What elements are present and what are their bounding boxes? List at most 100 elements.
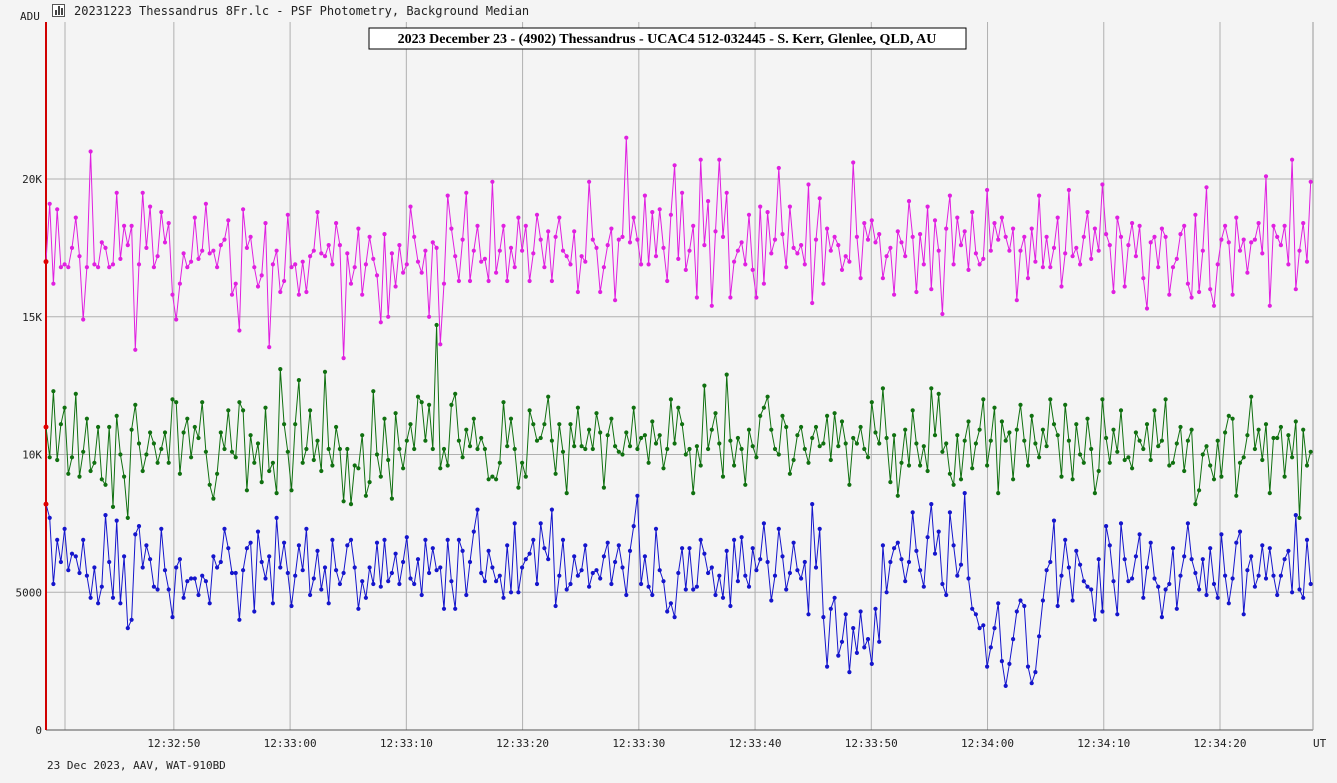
data-point: [691, 587, 696, 592]
data-point: [55, 457, 60, 463]
data-point: [1040, 265, 1045, 270]
data-point: [289, 488, 294, 493]
data-point: [77, 254, 82, 259]
data-point: [709, 303, 714, 308]
data-point: [505, 444, 510, 449]
data-point: [196, 592, 201, 598]
data-point: [200, 248, 205, 253]
data-point: [92, 565, 97, 570]
y-tick-label: 0: [35, 724, 42, 737]
data-point: [162, 568, 168, 573]
data-point: [438, 466, 443, 471]
data-point: [427, 402, 432, 407]
data-point: [951, 482, 956, 487]
data-point: [159, 210, 164, 215]
data-point: [851, 160, 856, 165]
data-point: [1282, 557, 1287, 562]
data-point: [378, 320, 383, 325]
data-point: [192, 576, 197, 581]
data-point: [449, 226, 454, 231]
data-point: [735, 248, 741, 253]
data-point: [977, 427, 982, 432]
data-point: [207, 251, 212, 256]
data-point: [613, 298, 618, 303]
data-point: [233, 570, 238, 576]
data-point: [869, 218, 874, 223]
data-point: [371, 389, 376, 394]
data-point: [1089, 587, 1094, 592]
data-point: [888, 559, 893, 565]
data-point: [360, 579, 365, 584]
data-point: [84, 416, 89, 421]
data-point: [839, 639, 845, 644]
data-point: [326, 601, 331, 606]
data-point: [1074, 245, 1079, 250]
data-point: [1104, 524, 1109, 529]
data-point: [698, 157, 703, 162]
data-point: [970, 466, 975, 471]
data-point: [769, 427, 774, 432]
data-point: [252, 460, 257, 465]
data-point: [322, 369, 328, 374]
y-axis-label: ADU: [20, 10, 40, 23]
data-point: [936, 529, 941, 534]
data-point: [653, 526, 659, 532]
data-point: [877, 441, 882, 446]
data-point: [1100, 609, 1105, 614]
data-point: [159, 446, 164, 452]
data-point: [531, 251, 536, 256]
data-point: [1051, 245, 1057, 250]
data-point: [1007, 661, 1012, 667]
data-point: [1290, 590, 1295, 595]
data-point: [1286, 548, 1291, 554]
chart-title: 2023 December 23 - (4902) Thessandrus - …: [398, 32, 937, 47]
data-point: [988, 248, 993, 253]
data-point: [1170, 546, 1176, 551]
data-point: [1174, 441, 1179, 446]
data-point: [676, 256, 681, 261]
data-point: [248, 540, 253, 545]
data-point: [620, 565, 625, 570]
data-point: [694, 444, 700, 449]
data-point: [1290, 157, 1295, 162]
data-point: [241, 408, 246, 413]
data-point: [248, 433, 253, 438]
data-point: [460, 237, 465, 242]
data-point: [624, 135, 629, 140]
data-point: [363, 595, 368, 600]
data-point: [706, 199, 711, 204]
data-point: [270, 601, 275, 606]
data-point: [393, 411, 398, 416]
data-point: [936, 391, 941, 396]
data-point: [1107, 460, 1112, 465]
data-point: [1148, 540, 1153, 545]
data-point: [389, 251, 394, 256]
data-point: [345, 251, 350, 256]
data-point: [1081, 579, 1086, 584]
data-point: [955, 433, 960, 438]
data-point: [642, 554, 648, 559]
data-point: [847, 482, 852, 487]
data-point: [304, 526, 309, 532]
data-point: [278, 367, 283, 372]
data-point: [720, 474, 726, 479]
data-point: [683, 267, 688, 272]
data-point: [1249, 240, 1254, 245]
data-point: [69, 455, 75, 460]
data-point: [650, 592, 655, 598]
data-point: [1185, 438, 1190, 443]
data-point: [955, 573, 960, 578]
data-point: [110, 262, 116, 267]
data-point: [229, 449, 235, 454]
data-point: [512, 521, 517, 526]
data-point: [486, 548, 491, 554]
data-point: [322, 565, 328, 570]
data-point: [1297, 248, 1302, 253]
footer-info: 23 Dec 2023, AAV, WAT-910BD: [47, 759, 226, 772]
data-point: [780, 554, 785, 559]
data-point: [282, 278, 287, 284]
data-point: [1025, 463, 1031, 468]
data-point: [371, 581, 376, 587]
data-point: [646, 460, 651, 465]
data-point: [1260, 251, 1265, 256]
